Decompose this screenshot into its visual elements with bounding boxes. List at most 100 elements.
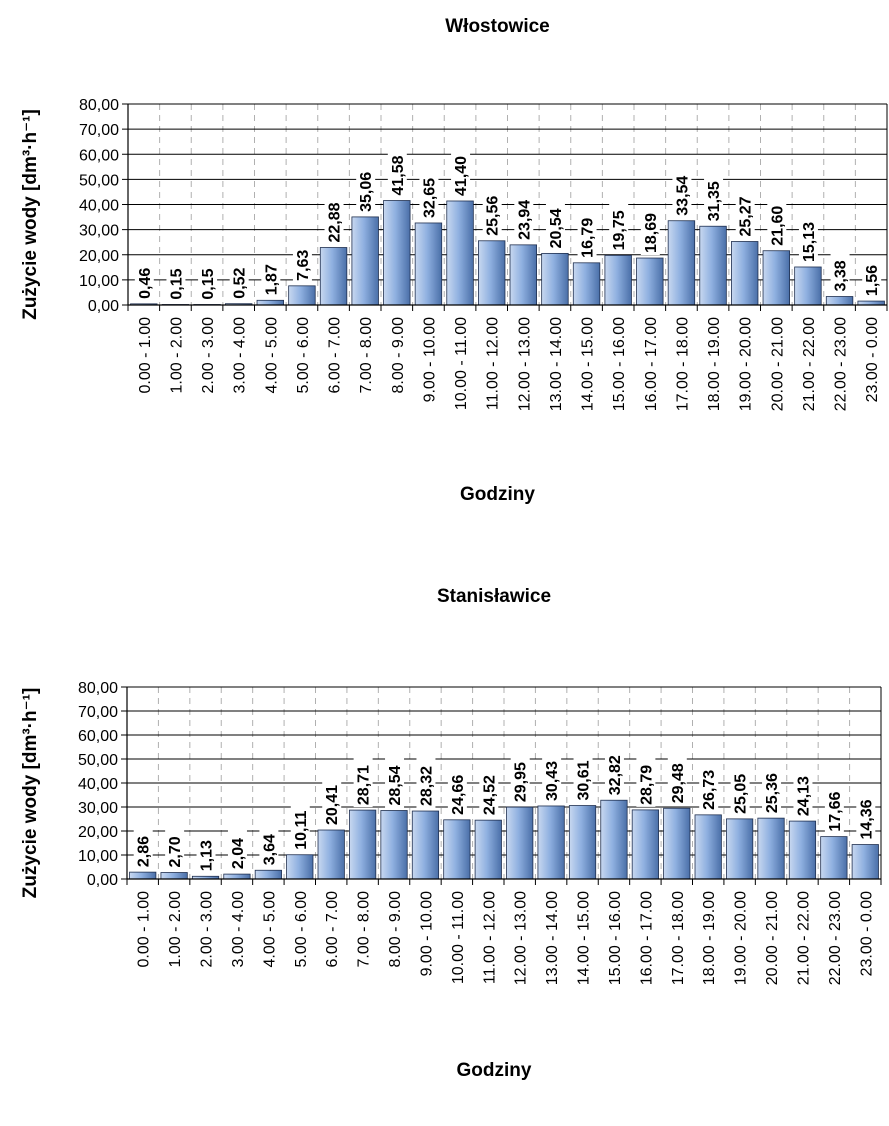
data-label-group: 22,88: [324, 194, 344, 245]
data-label-background: [166, 260, 186, 302]
bar: [351, 216, 379, 306]
bar: [825, 296, 854, 306]
bar: [446, 200, 474, 306]
data-label: 0,15: [200, 268, 217, 299]
bar: [509, 244, 537, 306]
bar: [731, 241, 759, 306]
x-tick-label: 19.00 - 20.00: [733, 891, 750, 985]
x-tick-label: 18.00 - 19.00: [701, 891, 718, 985]
x-tick-label: 19.00 - 20.00: [738, 317, 755, 411]
data-label-group: 18,69: [640, 205, 660, 256]
data-label-group: 24,52: [479, 767, 499, 818]
data-label: 2,70: [167, 836, 184, 867]
data-label-group: 25,05: [730, 765, 750, 816]
y-tick-label: 40,00: [79, 198, 119, 215]
data-label-group: 19,75: [609, 202, 629, 253]
data-label: 24,52: [481, 775, 498, 815]
data-label-group: 41,58: [387, 147, 407, 198]
x-tick-label: 12.00 - 13.00: [516, 317, 533, 411]
data-label: 22,88: [327, 202, 344, 242]
bar: [411, 810, 440, 880]
bar: [160, 872, 188, 880]
bar: [506, 806, 534, 880]
data-label-background: [353, 757, 373, 808]
x-tick-label: 16.00 - 17.00: [643, 317, 660, 411]
y-tick-label: 80,00: [78, 680, 118, 697]
data-label-background: [793, 768, 813, 819]
x-tick-label: 21.00 - 22.00: [795, 891, 812, 985]
data-label: 35,06: [358, 172, 375, 212]
data-label: 28,32: [418, 766, 435, 806]
x-tick-label: 14.00 - 15.00: [576, 891, 593, 985]
y-tick-label: 10,00: [79, 273, 119, 290]
data-label-group: 3,38: [830, 252, 850, 294]
bar: [541, 252, 569, 306]
data-label: 15,13: [801, 222, 818, 262]
y-axis-title: Zużycie wody [dm³·h⁻¹]: [20, 688, 41, 899]
data-label-background: [545, 200, 565, 251]
data-label-group: 20,41: [322, 777, 342, 828]
bar: [349, 809, 377, 880]
y-tick-label: 50,00: [78, 752, 118, 769]
data-label: 0,15: [168, 268, 185, 299]
data-label-group: 25,56: [482, 187, 502, 238]
x-axis-title: Godziny: [460, 484, 535, 505]
bar: [757, 817, 785, 880]
data-label-background: [609, 202, 629, 253]
chart-wlostowice: Włostowice 0,00 10,00 20,00 30,00 40,00 50,00 6…: [20, 16, 888, 505]
data-label-background: [862, 257, 882, 299]
data-label-background: [798, 213, 818, 264]
data-label: 23,94: [516, 200, 533, 240]
data-label: 41,58: [390, 155, 407, 195]
data-label-background: [824, 783, 844, 834]
bar: [631, 809, 659, 880]
data-label-background: [479, 767, 499, 818]
data-label: 14,36: [858, 799, 875, 839]
y-tick-label: 70,00: [78, 704, 118, 721]
chart-title: Stanisławice: [437, 586, 551, 607]
bar: [568, 805, 597, 880]
data-label-group: 25,36: [762, 765, 782, 816]
data-label-group: 0,52: [229, 259, 249, 301]
y-tick-label: 80,00: [79, 97, 119, 114]
y-tick-label: 40,00: [78, 776, 118, 793]
data-label-group: 3,64: [259, 826, 279, 868]
data-label: 2,86: [136, 836, 153, 867]
data-label-group: 24,66: [447, 766, 467, 817]
data-label-group: 28,32: [416, 758, 436, 809]
bar: [380, 810, 408, 880]
x-tick-label: 20.00 - 21.00: [764, 891, 781, 985]
data-label: 25,36: [764, 773, 781, 813]
x-tick-label: 7.00 - 8.00: [358, 317, 375, 394]
data-label-background: [227, 830, 247, 872]
data-label: 29,48: [670, 763, 687, 803]
bar: [288, 285, 316, 306]
x-axis-title: Godziny: [457, 1060, 532, 1081]
x-tick-label: 18.00 - 19.00: [706, 317, 723, 411]
x-tick-label: 12.00 - 13.00: [513, 891, 530, 985]
bar: [254, 869, 282, 880]
data-label-group: 25,27: [735, 188, 755, 239]
x-tick-label: 9.00 - 10.00: [421, 317, 438, 403]
data-label-group: 31,35: [704, 173, 724, 224]
x-tick-label: 4.00 - 5.00: [263, 317, 280, 394]
data-label: 29,95: [513, 762, 530, 802]
x-tick-label: 8.00 - 9.00: [390, 317, 407, 394]
x-tick-label: 5.00 - 6.00: [295, 317, 312, 394]
data-label-group: 21,60: [767, 197, 787, 248]
data-label-background: [730, 765, 750, 816]
x-tick-label: 13.00 - 14.00: [548, 317, 565, 411]
data-label: 20,54: [548, 208, 565, 248]
data-label-group: 32,82: [604, 747, 624, 798]
bar: [256, 299, 284, 306]
data-label-background: [699, 761, 719, 812]
x-tick-label: 16.00 - 17.00: [638, 891, 655, 985]
x-tick-label: 11.00 - 12.00: [485, 317, 502, 410]
data-label-background: [482, 187, 502, 238]
data-label-group: 14,36: [856, 791, 876, 842]
y-axis-title: Zużycie wody [dm³·h⁻¹]: [20, 109, 41, 320]
x-tick-label: 22.00 - 23.00: [833, 317, 850, 411]
data-label-background: [261, 256, 281, 298]
bar: [726, 818, 754, 880]
data-label-background: [165, 828, 185, 870]
